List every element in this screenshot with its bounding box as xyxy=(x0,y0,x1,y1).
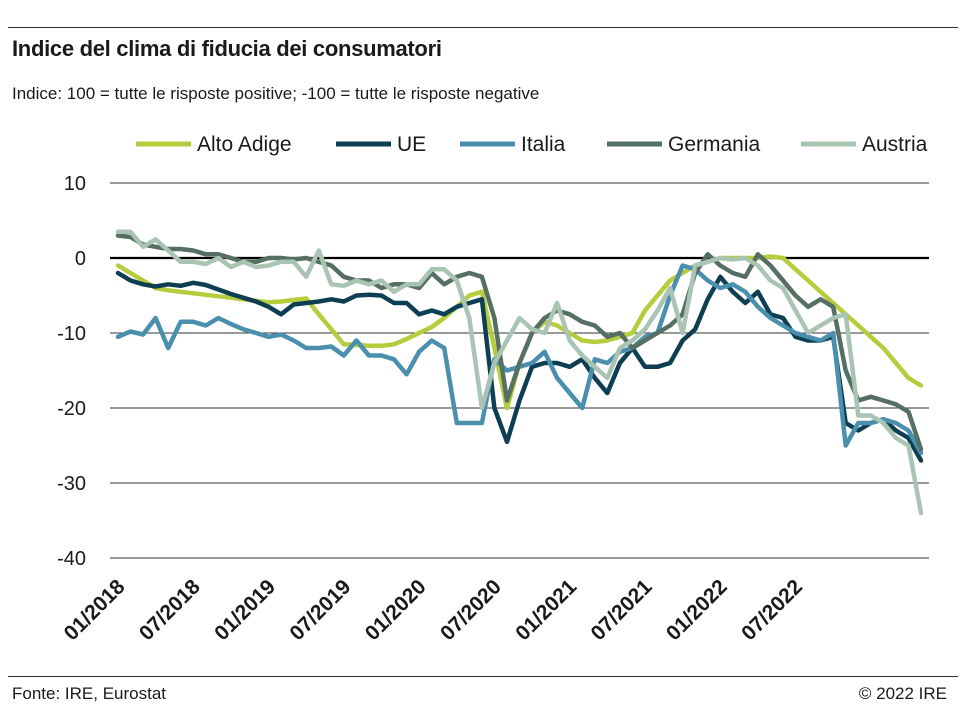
source-note: Fonte: IRE, Eurostat xyxy=(12,684,167,703)
x-tick-label: 01/2021 xyxy=(511,575,581,645)
legend-label: Italia xyxy=(521,133,566,156)
x-tick-label: 01/2019 xyxy=(210,575,280,645)
legend: Alto Adige UE Italia Germania Austria xyxy=(136,133,928,156)
bottom-rule xyxy=(8,676,958,677)
chart-title: Indice del clima di fiducia dei consumat… xyxy=(12,36,442,61)
copyright-note: © 2022 IRE xyxy=(858,684,947,703)
x-tick-label: 07/2022 xyxy=(737,575,807,645)
y-tick-label: 10 xyxy=(64,173,86,195)
x-tick-label: 01/2018 xyxy=(60,575,130,645)
legend-label: Alto Adige xyxy=(197,133,292,156)
legend-label: Austria xyxy=(862,133,928,156)
series-line-germania xyxy=(115,233,924,452)
y-tick-label: 0 xyxy=(75,248,86,270)
y-tick-label: -10 xyxy=(57,323,86,345)
series-line-ue xyxy=(115,270,924,463)
chart-subtitle: Indice: 100 = tutte le risposte positive… xyxy=(12,84,540,103)
x-tick-label: 07/2019 xyxy=(285,575,355,645)
x-tick-label: 07/2021 xyxy=(587,575,657,645)
x-tick-label: 07/2020 xyxy=(436,575,506,645)
top-rule xyxy=(8,27,958,28)
legend-label: UE xyxy=(397,133,426,156)
y-tick-label: -30 xyxy=(57,473,86,495)
series-lines xyxy=(115,229,924,516)
x-axis-ticks: 01/2018 07/2018 01/2019 07/2019 01/2020 07/20… xyxy=(60,575,807,645)
y-tick-label: -20 xyxy=(57,398,86,420)
legend-label: Germania xyxy=(668,133,761,156)
x-tick-label: 01/2022 xyxy=(662,575,732,645)
x-tick-label: 01/2020 xyxy=(361,575,431,645)
y-axis-ticks: 10 0 -10 -20 -30 -40 xyxy=(57,173,86,570)
y-tick-label: -40 xyxy=(57,548,86,570)
series-line-austria xyxy=(115,229,924,516)
x-tick-label: 07/2018 xyxy=(135,575,205,645)
